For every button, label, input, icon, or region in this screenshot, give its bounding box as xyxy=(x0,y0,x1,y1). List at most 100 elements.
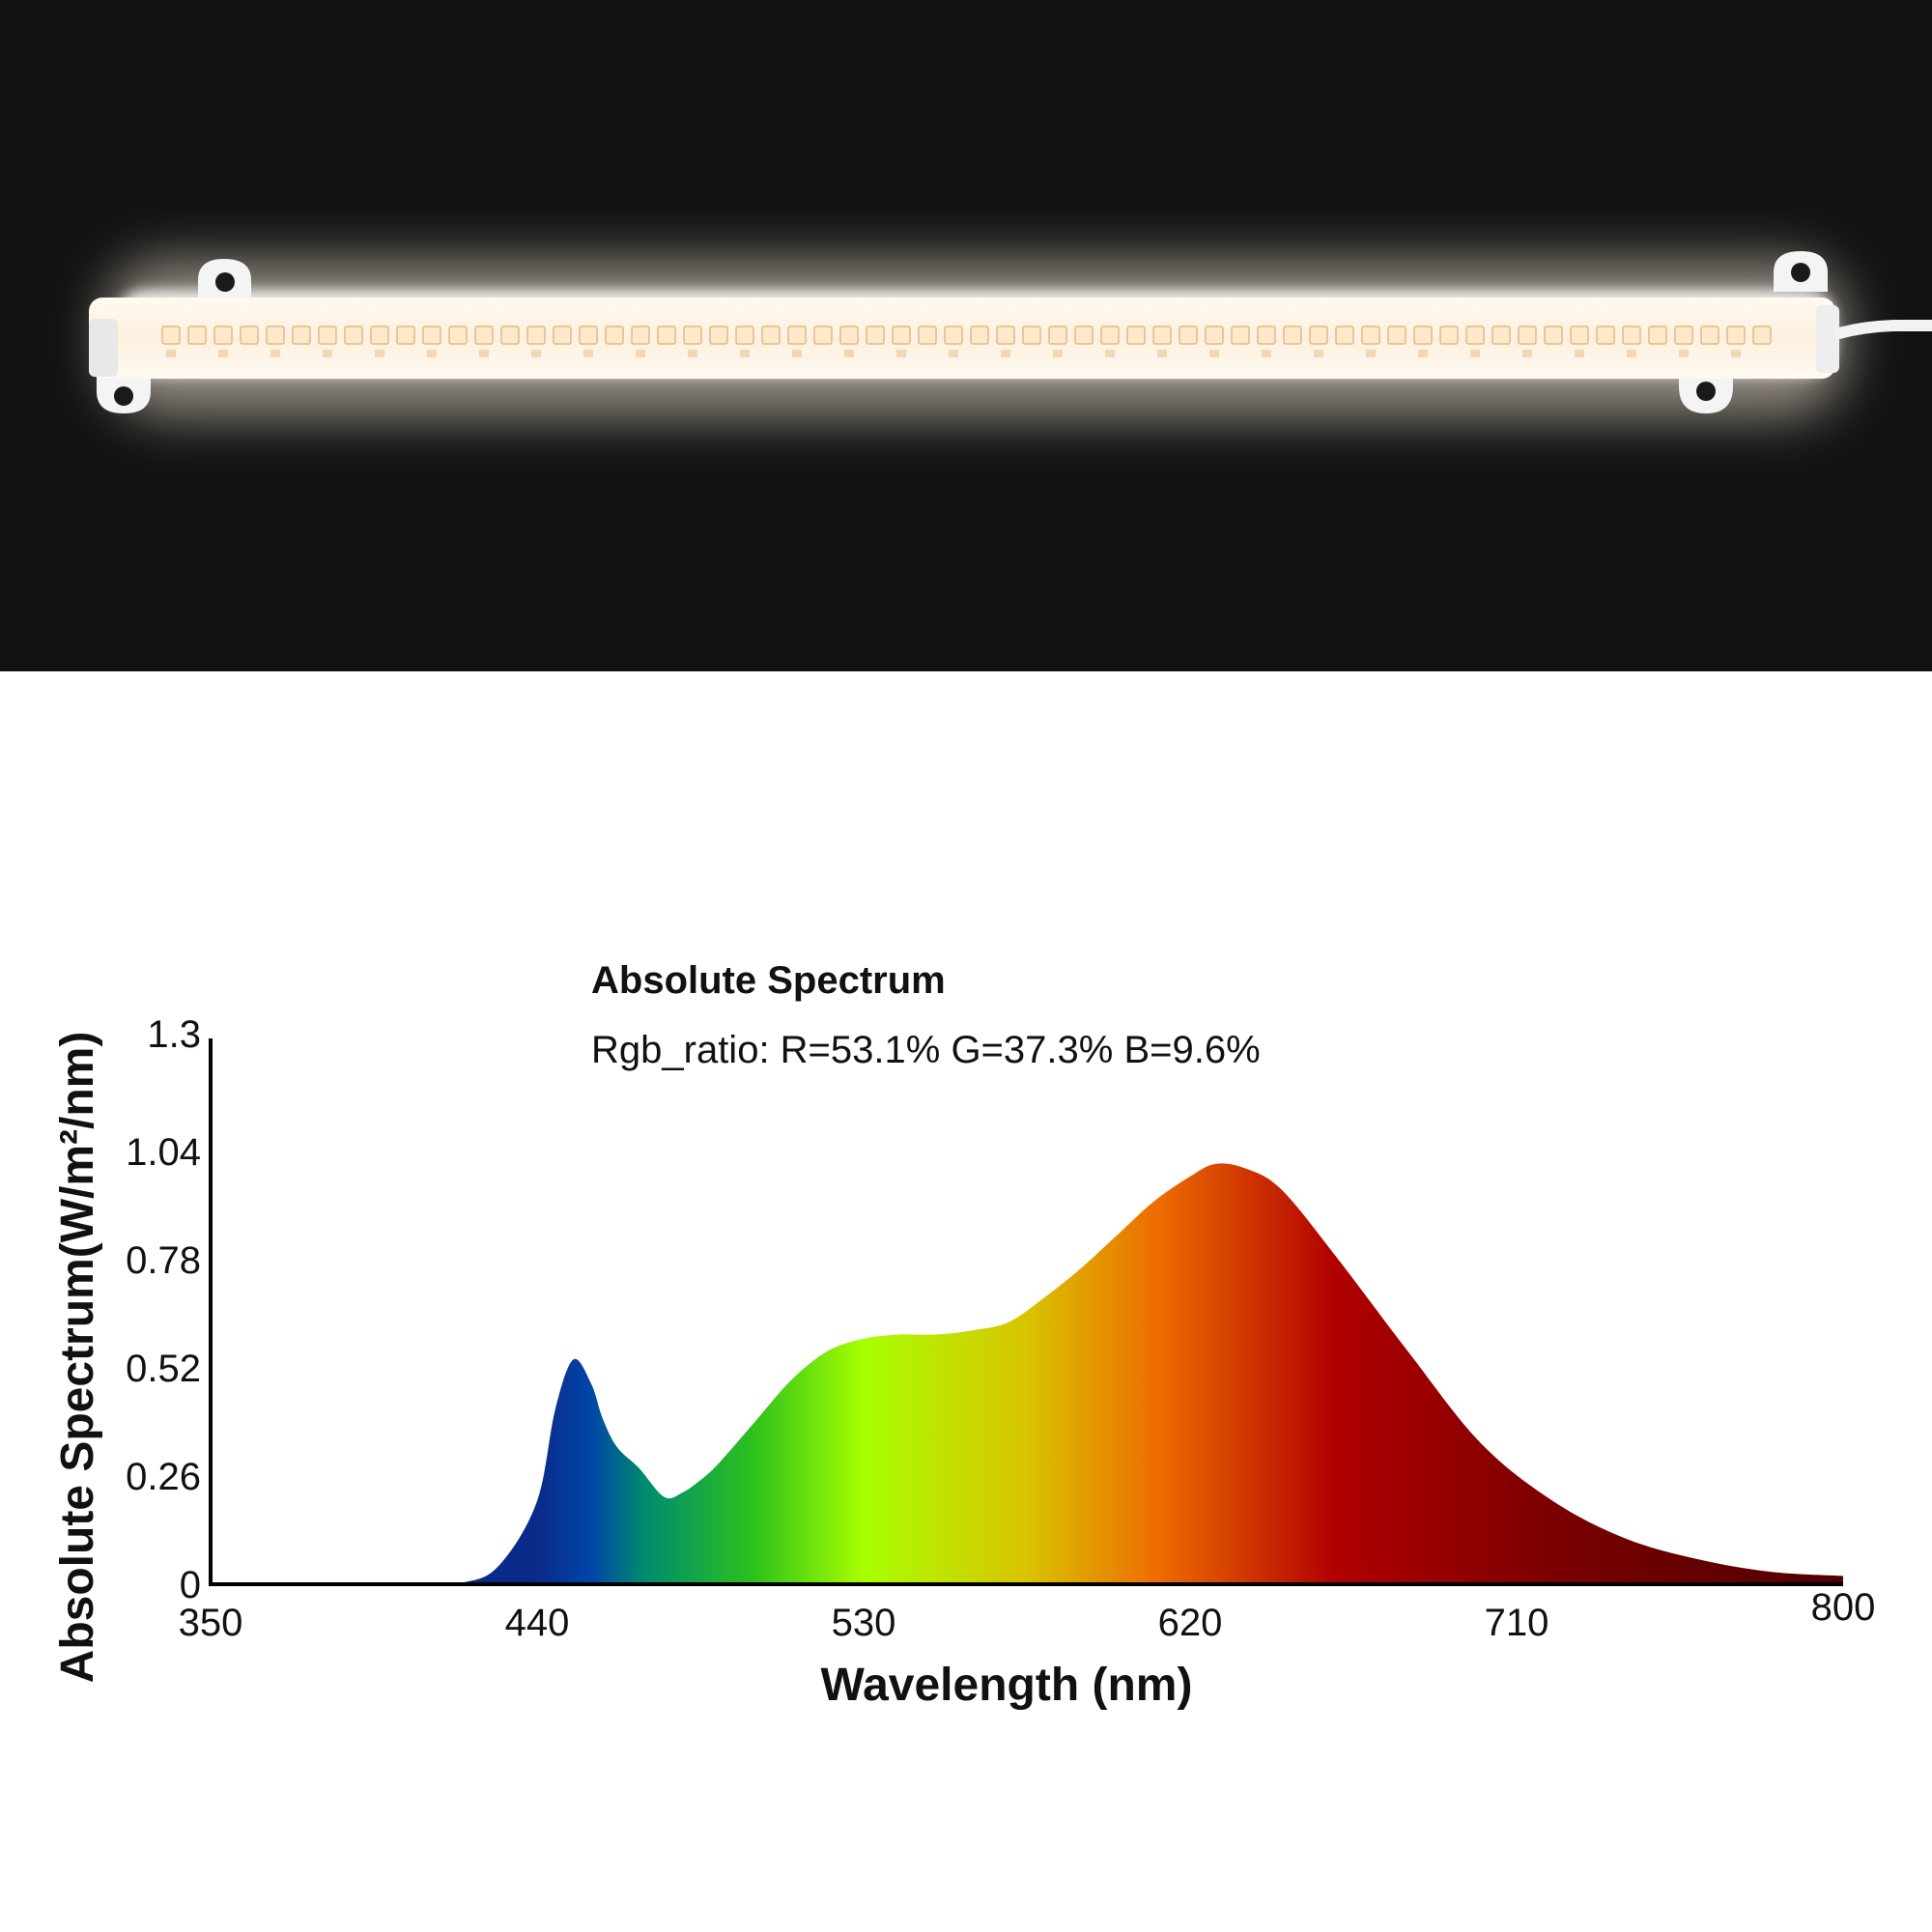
chart-subtitle: Rgb_ratio: R=53.1% G=37.3% B=9.6% xyxy=(591,1029,1261,1071)
led-resistor xyxy=(1470,350,1480,357)
led-resistor xyxy=(1053,350,1063,357)
led-chip xyxy=(605,326,624,345)
led-chip xyxy=(266,326,285,345)
led-strip-illustration xyxy=(89,251,1932,415)
y-axis-title: Absolute Spectrum(W/m²/nm) xyxy=(52,1032,103,1684)
led-chip xyxy=(970,326,989,345)
led-chip xyxy=(1126,326,1146,345)
led-resistor xyxy=(896,350,906,357)
led-resistor xyxy=(270,350,280,357)
led-chip xyxy=(1570,326,1589,345)
led-resistor xyxy=(583,350,593,357)
led-chip xyxy=(1257,326,1276,345)
power-cable xyxy=(1833,320,1932,339)
led-chip xyxy=(1309,326,1328,345)
led-chip xyxy=(1179,326,1198,345)
led-chip xyxy=(396,326,415,345)
end-cap-left xyxy=(89,319,118,377)
x-axis-title: Wavelength (nm) xyxy=(821,1660,1193,1711)
led-resistor xyxy=(1627,350,1636,357)
led-resistor xyxy=(1575,350,1584,357)
led-chip xyxy=(1048,326,1067,345)
y-tick-label: 0.26 xyxy=(126,1456,201,1498)
led-chip xyxy=(1674,326,1693,345)
led-chip xyxy=(787,326,807,345)
led-resistor xyxy=(844,350,854,357)
led-chip xyxy=(631,326,650,345)
led-chip xyxy=(1022,326,1041,345)
led-chip xyxy=(370,326,389,345)
chart-title: Absolute Spectrum xyxy=(591,959,946,1002)
led-chip xyxy=(735,326,754,345)
led-chip xyxy=(318,326,337,345)
led-resistor xyxy=(375,350,384,357)
mounting-clip-left-top xyxy=(198,259,251,299)
led-chip xyxy=(422,326,441,345)
led-resistor xyxy=(531,350,541,357)
led-chip xyxy=(448,326,468,345)
led-chip xyxy=(1439,326,1459,345)
led-chip xyxy=(1361,326,1380,345)
led-chip xyxy=(866,326,885,345)
led-resistor xyxy=(1522,350,1532,357)
led-chip xyxy=(1231,326,1250,345)
led-chip xyxy=(1205,326,1224,345)
spectrum-area xyxy=(211,1163,1843,1584)
led-chip xyxy=(1413,326,1433,345)
led-chip xyxy=(1387,326,1406,345)
led-resistor xyxy=(636,350,645,357)
y-tick-label: 0 xyxy=(180,1564,201,1606)
x-tick-label: 350 xyxy=(179,1602,243,1644)
led-chip xyxy=(996,326,1015,345)
led-resistor xyxy=(1418,350,1428,357)
led-chip xyxy=(1100,326,1120,345)
led-chip xyxy=(1544,326,1563,345)
led-chip xyxy=(553,326,572,345)
led-resistor xyxy=(427,350,437,357)
x-tick-label: 710 xyxy=(1485,1602,1549,1644)
mounting-clip-right-top xyxy=(1774,251,1828,292)
led-resistor xyxy=(166,350,176,357)
y-tick-label: 0.78 xyxy=(126,1239,201,1282)
led-chip xyxy=(1074,326,1094,345)
led-resistor xyxy=(1157,350,1167,357)
led-chip xyxy=(1752,326,1772,345)
y-tick-label: 1.04 xyxy=(126,1131,201,1174)
led-resistor xyxy=(1209,350,1219,357)
led-resistor xyxy=(479,350,489,357)
led-chip xyxy=(474,326,494,345)
led-chip xyxy=(683,326,702,345)
led-resistor xyxy=(688,350,697,357)
led-chip xyxy=(709,326,728,345)
led-chip-row xyxy=(161,326,1772,357)
led-chip xyxy=(1152,326,1172,345)
led-chip xyxy=(500,326,520,345)
led-chip xyxy=(292,326,311,345)
led-chip xyxy=(918,326,937,345)
led-resistor xyxy=(792,350,802,357)
led-resistor xyxy=(218,350,228,357)
led-resistor xyxy=(1262,350,1271,357)
led-chip xyxy=(240,326,259,345)
led-resistor xyxy=(323,350,332,357)
led-chip xyxy=(1283,326,1302,345)
led-chip xyxy=(813,326,833,345)
led-resistor xyxy=(1001,350,1010,357)
led-resistor xyxy=(1731,350,1741,357)
led-chip xyxy=(657,326,676,345)
led-chip xyxy=(1518,326,1537,345)
led-strip-photo xyxy=(0,0,1932,671)
led-resistor xyxy=(1314,350,1323,357)
led-chip xyxy=(213,326,233,345)
led-chip xyxy=(1492,326,1511,345)
led-chip xyxy=(161,326,181,345)
led-chip xyxy=(526,326,546,345)
led-chip xyxy=(1622,326,1641,345)
led-resistor xyxy=(1366,350,1376,357)
led-chip xyxy=(1596,326,1615,345)
led-chip xyxy=(1700,326,1719,345)
x-tick-label: 440 xyxy=(505,1602,570,1644)
x-tick-label: 800 xyxy=(1811,1586,1876,1629)
led-chip xyxy=(761,326,781,345)
led-chip xyxy=(187,326,207,345)
